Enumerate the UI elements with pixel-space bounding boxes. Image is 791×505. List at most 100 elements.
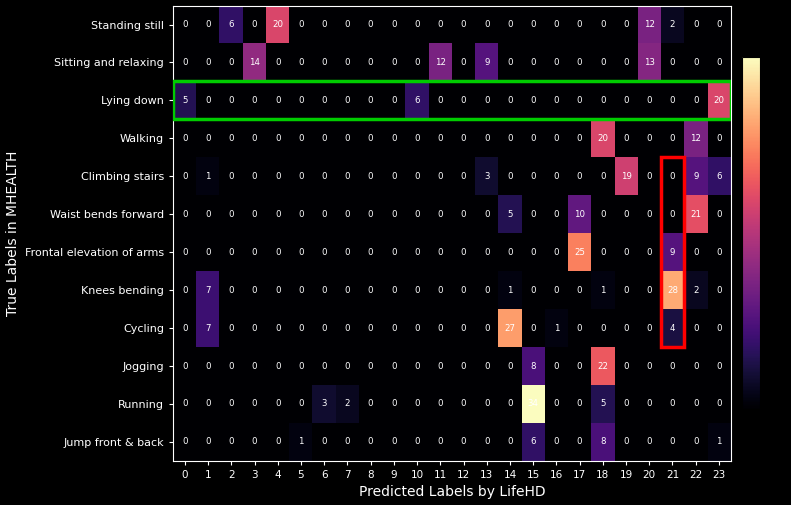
Text: 0: 0 (275, 324, 281, 333)
Text: 0: 0 (716, 58, 721, 67)
Text: 0: 0 (460, 96, 466, 105)
Text: 2: 2 (693, 286, 698, 294)
Text: 0: 0 (507, 437, 513, 446)
Text: 0: 0 (368, 20, 373, 29)
Text: 0: 0 (531, 58, 536, 67)
Text: 0: 0 (623, 134, 629, 143)
Y-axis label: True Labels in MHEALTH: True Labels in MHEALTH (6, 150, 20, 316)
Text: 0: 0 (229, 134, 234, 143)
Text: 5: 5 (507, 210, 513, 219)
Text: 0: 0 (437, 324, 443, 333)
Text: 0: 0 (182, 134, 187, 143)
Text: 7: 7 (206, 324, 211, 333)
Text: 0: 0 (414, 286, 420, 294)
Text: 25: 25 (574, 247, 585, 257)
Text: 0: 0 (531, 286, 536, 294)
Text: 0: 0 (437, 134, 443, 143)
Text: 0: 0 (345, 286, 350, 294)
Text: 0: 0 (531, 20, 536, 29)
Text: 0: 0 (577, 362, 582, 371)
Text: 0: 0 (391, 437, 396, 446)
Text: 0: 0 (507, 247, 513, 257)
Text: 9: 9 (693, 172, 698, 181)
Text: 0: 0 (252, 399, 257, 409)
Text: 0: 0 (391, 362, 396, 371)
Text: 0: 0 (716, 210, 721, 219)
Text: 0: 0 (623, 210, 629, 219)
Text: 0: 0 (623, 399, 629, 409)
Text: 2: 2 (345, 399, 350, 409)
Text: 1: 1 (206, 172, 211, 181)
Bar (660, 158, 684, 347)
Text: 0: 0 (391, 134, 396, 143)
Text: 0: 0 (182, 20, 187, 29)
Text: 0: 0 (275, 286, 281, 294)
Text: 0: 0 (298, 286, 304, 294)
Text: 0: 0 (182, 58, 187, 67)
Text: 0: 0 (460, 172, 466, 181)
Text: 0: 0 (484, 96, 490, 105)
Text: 0: 0 (646, 286, 652, 294)
Text: 0: 0 (646, 399, 652, 409)
Text: 10: 10 (574, 210, 585, 219)
Text: 0: 0 (391, 286, 396, 294)
Text: 0: 0 (600, 58, 606, 67)
Text: 0: 0 (182, 324, 187, 333)
Text: 0: 0 (577, 324, 582, 333)
Text: 0: 0 (275, 247, 281, 257)
Text: 0: 0 (368, 362, 373, 371)
Text: 0: 0 (391, 58, 396, 67)
Text: 0: 0 (368, 58, 373, 67)
Text: 0: 0 (275, 437, 281, 446)
Text: 20: 20 (597, 134, 608, 143)
Text: 0: 0 (252, 324, 257, 333)
Text: 21: 21 (691, 210, 701, 219)
Text: 0: 0 (229, 286, 234, 294)
Text: 0: 0 (414, 210, 420, 219)
Text: 34: 34 (528, 399, 539, 409)
Text: 0: 0 (460, 58, 466, 67)
Text: 0: 0 (321, 134, 327, 143)
Text: 0: 0 (531, 324, 536, 333)
Text: 0: 0 (507, 362, 513, 371)
Text: 0: 0 (577, 20, 582, 29)
Text: 0: 0 (298, 324, 304, 333)
Text: 1: 1 (554, 324, 559, 333)
Text: 0: 0 (554, 58, 559, 67)
Text: 0: 0 (507, 20, 513, 29)
Text: 0: 0 (577, 437, 582, 446)
Text: 0: 0 (554, 96, 559, 105)
Text: 0: 0 (437, 247, 443, 257)
X-axis label: Predicted Labels by LifeHD: Predicted Labels by LifeHD (358, 485, 545, 499)
Text: 0: 0 (298, 20, 304, 29)
Text: 0: 0 (368, 247, 373, 257)
Text: 0: 0 (484, 437, 490, 446)
Text: 0: 0 (577, 172, 582, 181)
Text: 0: 0 (229, 362, 234, 371)
Text: 0: 0 (345, 247, 350, 257)
Text: 0: 0 (414, 324, 420, 333)
Text: 0: 0 (182, 437, 187, 446)
Text: 0: 0 (460, 437, 466, 446)
Text: 0: 0 (623, 20, 629, 29)
Text: 0: 0 (460, 210, 466, 219)
Text: 0: 0 (531, 134, 536, 143)
Text: 0: 0 (391, 20, 396, 29)
Text: 8: 8 (600, 437, 606, 446)
Text: 0: 0 (345, 134, 350, 143)
Text: 0: 0 (507, 399, 513, 409)
Text: 0: 0 (484, 210, 490, 219)
Text: 0: 0 (275, 96, 281, 105)
Text: 0: 0 (554, 437, 559, 446)
Text: 5: 5 (600, 399, 606, 409)
Text: 0: 0 (368, 210, 373, 219)
Text: 1: 1 (507, 286, 513, 294)
Text: 19: 19 (621, 172, 631, 181)
Text: 0: 0 (229, 324, 234, 333)
Text: 0: 0 (716, 247, 721, 257)
Text: 0: 0 (716, 286, 721, 294)
Text: 28: 28 (667, 286, 678, 294)
Text: 0: 0 (391, 324, 396, 333)
Text: 0: 0 (275, 210, 281, 219)
Text: 0: 0 (646, 324, 652, 333)
